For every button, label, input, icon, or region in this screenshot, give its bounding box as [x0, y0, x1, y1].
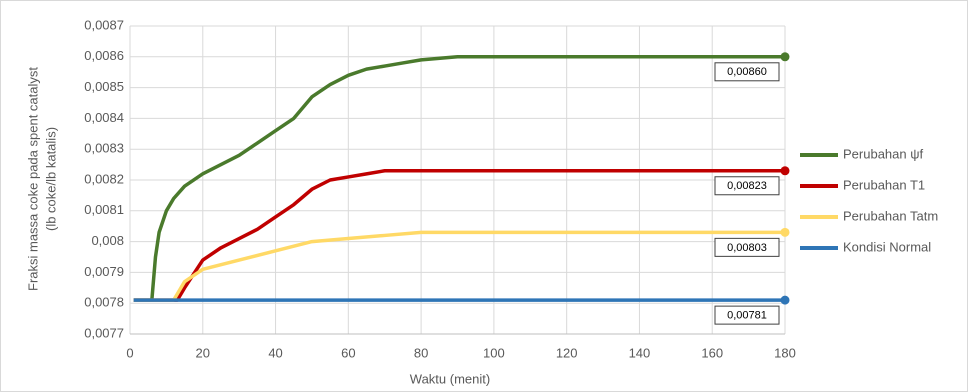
y-tick-label: 0,0084 — [84, 110, 124, 125]
y-tick-label: 0,0086 — [84, 48, 124, 63]
y-tick-label: 0,0087 — [84, 17, 124, 32]
series-line — [133, 55, 785, 302]
x-tick-label: 120 — [556, 345, 578, 360]
x-tick-label: 0 — [126, 345, 133, 360]
end-point — [780, 227, 790, 237]
x-tick-label: 160 — [701, 345, 723, 360]
y-tick-label: 0,0085 — [84, 79, 124, 94]
end-point — [780, 295, 790, 305]
data-label: 0,00803 — [727, 242, 767, 254]
x-tick-label: 80 — [414, 345, 428, 360]
x-tick-label: 20 — [196, 345, 210, 360]
y-axis-label: (lb coke/lb katalis) — [43, 127, 58, 231]
end-point — [780, 52, 790, 62]
legend-label: Perubahan T1 — [843, 177, 925, 192]
series-line — [133, 230, 785, 302]
y-tick-label: 0,0082 — [84, 171, 124, 186]
y-tick-label: 0,0079 — [84, 264, 124, 279]
data-label-box — [714, 176, 780, 196]
data-label: 0,00860 — [727, 66, 767, 78]
y-tick-label: 0,0083 — [84, 141, 124, 156]
x-axis-label: Waktu (menit) — [410, 371, 490, 386]
legend-label: Kondisi Normal — [843, 239, 931, 254]
data-label-box — [714, 62, 780, 82]
x-tick-label: 140 — [629, 345, 651, 360]
x-tick-label: 100 — [483, 345, 505, 360]
y-tick-label: 0,0081 — [84, 202, 124, 217]
y-tick-label: 0,0078 — [84, 295, 124, 310]
data-label: 0,00823 — [727, 180, 767, 192]
legend-label: Perubahan Tatm — [843, 208, 938, 223]
x-tick-label: 40 — [268, 345, 282, 360]
y-tick-label: 0,0077 — [84, 325, 124, 340]
data-label-box — [714, 305, 780, 325]
legend-label: Perubahan ψf — [843, 146, 923, 161]
y-tick-label: 0,008 — [91, 233, 124, 248]
end-point — [780, 166, 790, 176]
x-tick-label: 60 — [341, 345, 355, 360]
y-axis-label: Fraksi massa coke pada spent catalyst — [25, 67, 40, 291]
data-label-box — [714, 237, 780, 257]
x-tick-label: 180 — [774, 345, 796, 360]
data-label: 0,00781 — [727, 310, 767, 322]
